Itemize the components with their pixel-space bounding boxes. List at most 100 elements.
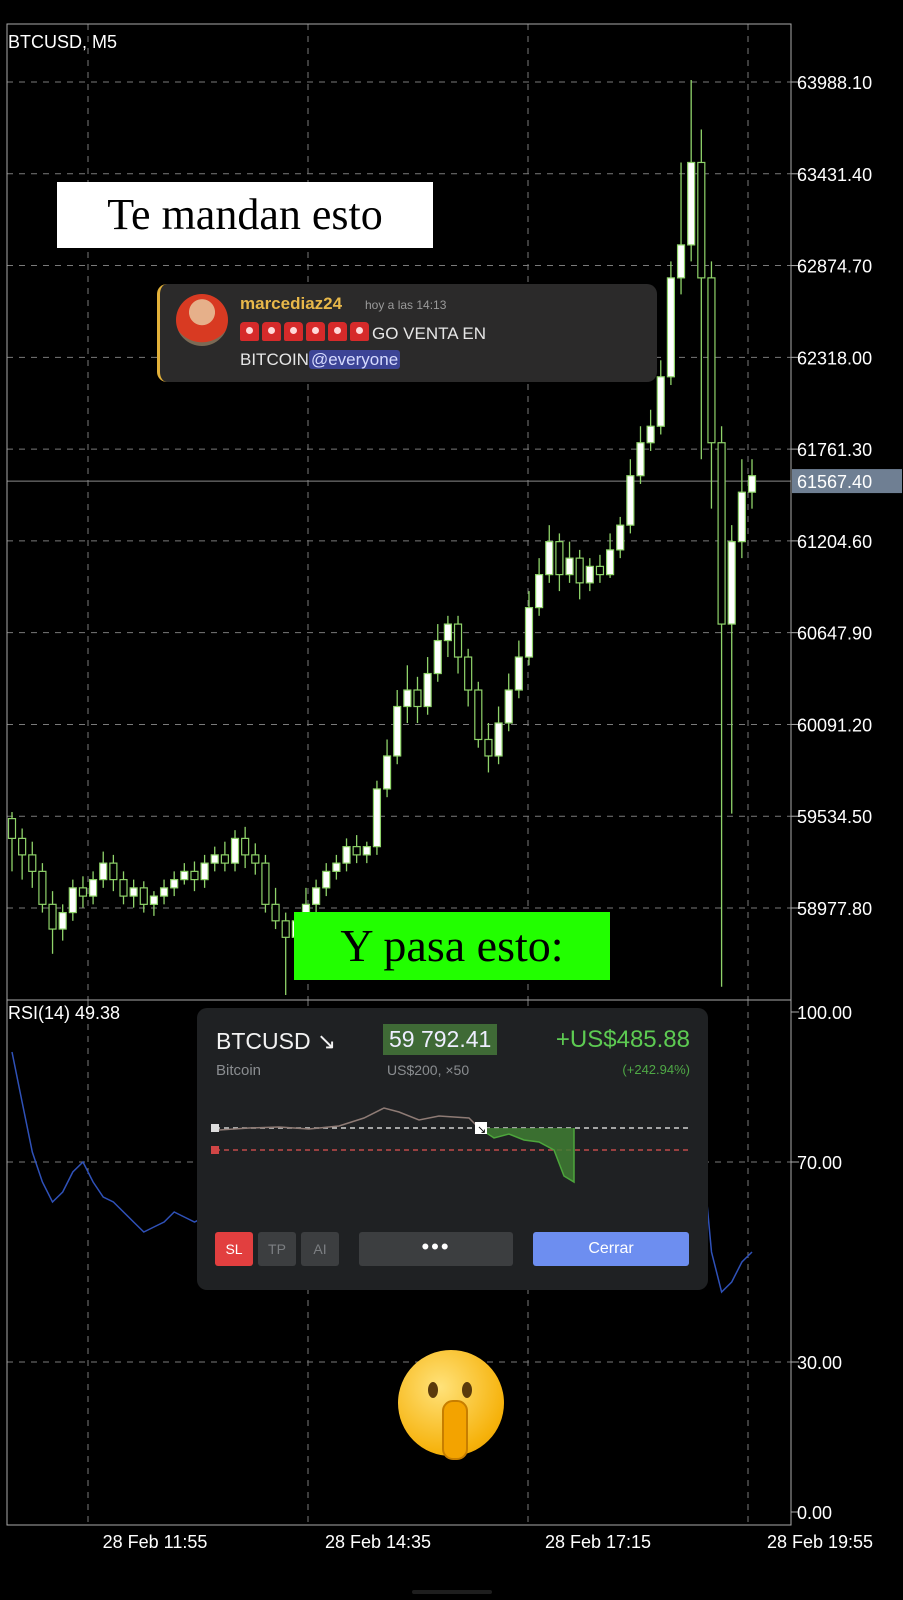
siren-icon: [306, 322, 325, 341]
candle: [393, 690, 402, 765]
candle-body-up: [180, 870, 189, 881]
candle-body-up: [403, 689, 412, 708]
candle: [697, 129, 706, 460]
candle-body-up: [666, 277, 676, 378]
time-tick-label: 28 Feb 11:55: [103, 1532, 208, 1552]
candle: [88, 871, 98, 905]
candle: [413, 676, 422, 723]
candle-body-up: [159, 887, 169, 897]
caption-bottom: Y pasa esto:: [294, 912, 610, 980]
candle-body-up: [585, 565, 594, 584]
candle: [342, 838, 351, 872]
candle-body-down: [575, 557, 584, 584]
candle-body-up: [524, 606, 534, 658]
message-line-2: BITCOIN @everyone: [240, 350, 401, 370]
candle-body-down: [413, 689, 422, 708]
candle-body-up: [676, 244, 686, 279]
candle: [48, 891, 57, 954]
candle: [707, 261, 716, 509]
candle: [332, 854, 341, 880]
price-tick-label: 61204.60: [797, 532, 872, 552]
siren-icon: [240, 322, 259, 341]
candle-body-up: [747, 475, 757, 493]
candle-body-up: [605, 549, 615, 576]
candles: [7, 80, 757, 996]
candle: [28, 841, 37, 888]
svg-text:↘: ↘: [477, 1124, 486, 1136]
price-tick-label: 63988.10: [797, 73, 872, 93]
candle: [382, 739, 392, 798]
candle-body-down: [18, 837, 27, 856]
candle: [190, 861, 199, 892]
candle-body-down: [464, 656, 473, 691]
candle-body-down: [555, 541, 564, 576]
ai-button[interactable]: AI: [301, 1232, 339, 1266]
candle: [605, 533, 615, 578]
candle: [453, 615, 463, 674]
candle: [180, 863, 189, 885]
candle-body-up: [342, 846, 351, 864]
candle: [555, 533, 564, 592]
candle: [474, 681, 483, 748]
message-text-1: GO VENTA EN: [372, 324, 486, 343]
candle-body-up: [545, 541, 554, 576]
tp-button[interactable]: TP: [258, 1232, 296, 1266]
candle: [626, 459, 635, 534]
close-position-button[interactable]: Cerrar: [533, 1232, 689, 1266]
candle: [58, 904, 67, 941]
candle: [737, 459, 746, 559]
candle: [646, 409, 655, 451]
candle-body-up: [626, 475, 635, 526]
trade-symbol-text: BTCUSD: [216, 1028, 311, 1054]
siren-icon: [350, 322, 369, 341]
candle: [99, 851, 108, 888]
candle-body-down: [220, 854, 229, 864]
chart-title: BTCUSD, M5: [8, 32, 117, 52]
candle-body-down: [7, 818, 17, 839]
price-tick-label: 62318.00: [797, 348, 872, 368]
candle: [149, 891, 159, 916]
sl-button[interactable]: SL: [215, 1232, 253, 1266]
candle-body-down: [48, 903, 57, 930]
candle: [372, 780, 382, 855]
trade-symbol: BTCUSD ↘: [216, 1028, 336, 1055]
candle-body-up: [514, 656, 523, 691]
candle-body-down: [707, 277, 716, 444]
more-button[interactable]: •••: [359, 1232, 513, 1266]
candle: [7, 812, 17, 872]
candle-body-up: [727, 541, 736, 625]
candle: [484, 722, 493, 773]
candle: [747, 459, 757, 509]
shushing-face-icon: [398, 1350, 504, 1460]
candle: [656, 360, 665, 435]
candle: [717, 426, 726, 987]
time-tick-label: 28 Feb 17:15: [545, 1532, 651, 1552]
rsi-tick-label: 100.00: [797, 1003, 852, 1023]
candle-body-up: [656, 376, 665, 427]
mention-everyone: @everyone: [308, 350, 401, 369]
candle: [109, 854, 118, 892]
candle-body-down: [271, 903, 280, 922]
candle: [504, 673, 513, 732]
candle-body-down: [697, 161, 706, 279]
candle-body-up: [149, 895, 159, 905]
candle: [666, 261, 676, 386]
candle: [524, 591, 534, 666]
candle-body-up: [322, 870, 331, 889]
candle: [433, 624, 442, 682]
candle-body-down: [352, 846, 361, 856]
candle-body-down: [241, 837, 250, 856]
candle-body-up: [687, 161, 696, 246]
candle-body-up: [616, 524, 625, 551]
candle: [78, 876, 88, 908]
candle-body-up: [129, 887, 138, 897]
candle-body-up: [433, 639, 442, 675]
candle-body-up: [200, 862, 209, 881]
rsi-tick-label: 30.00: [797, 1353, 842, 1373]
candle: [575, 549, 584, 600]
candle-body-up: [423, 672, 432, 708]
candle-body-down: [28, 854, 37, 872]
candle: [210, 846, 219, 872]
price-tick-label: 59534.50: [797, 807, 872, 827]
